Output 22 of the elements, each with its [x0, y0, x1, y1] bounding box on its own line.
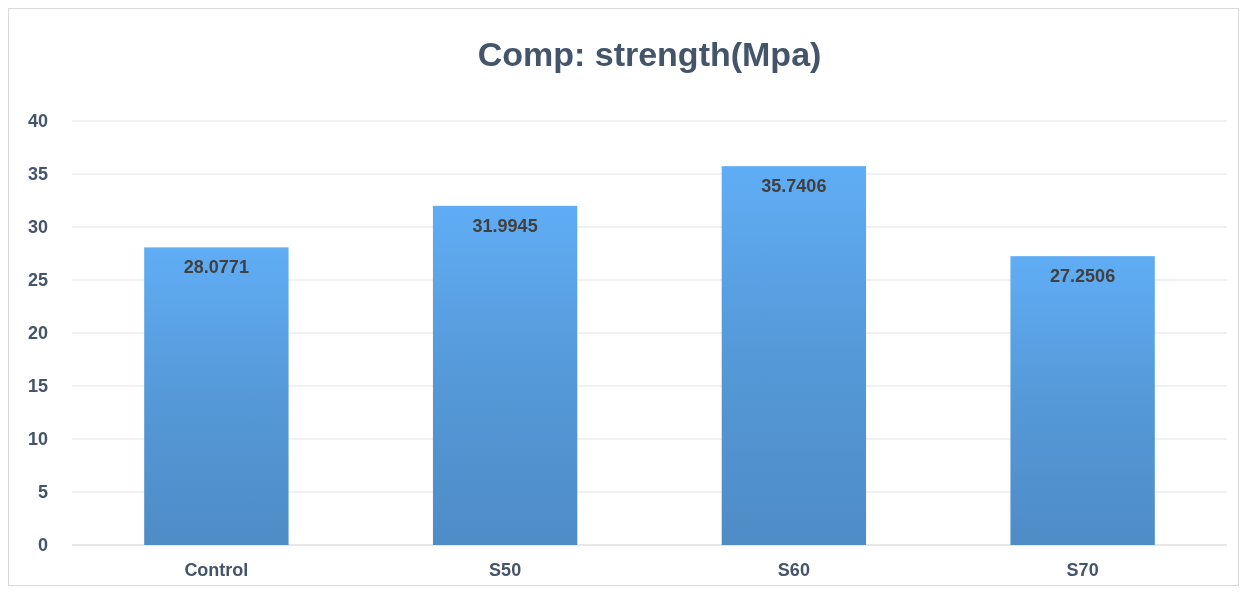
- bar: [1010, 256, 1155, 545]
- x-tick-label: S70: [1066, 560, 1099, 580]
- y-tick-label: 20: [27, 323, 48, 344]
- bar: [432, 205, 578, 545]
- y-tick-label: 10: [27, 429, 48, 450]
- x-tick-label: S50: [489, 560, 522, 580]
- data-label: 28.0771: [183, 257, 249, 278]
- y-tick-label: 30: [27, 217, 48, 238]
- bar: [721, 166, 867, 545]
- y-tick-label: 15: [27, 376, 48, 397]
- y-tick-label: 35: [27, 164, 48, 185]
- x-tick-label: Control: [184, 560, 249, 580]
- y-tick-label: 40: [27, 111, 48, 132]
- y-tick-label: 25: [27, 270, 48, 291]
- x-tick-label: S60: [777, 560, 810, 580]
- chart-title: Comp: strength(Mpa): [477, 35, 822, 73]
- data-label: 27.2506: [1050, 266, 1116, 287]
- data-label: 31.9945: [472, 215, 538, 236]
- bar: [144, 247, 289, 545]
- y-tick-label: 5: [37, 482, 48, 503]
- data-label: 35.7406: [761, 176, 827, 197]
- y-tick-label: 0: [37, 535, 48, 556]
